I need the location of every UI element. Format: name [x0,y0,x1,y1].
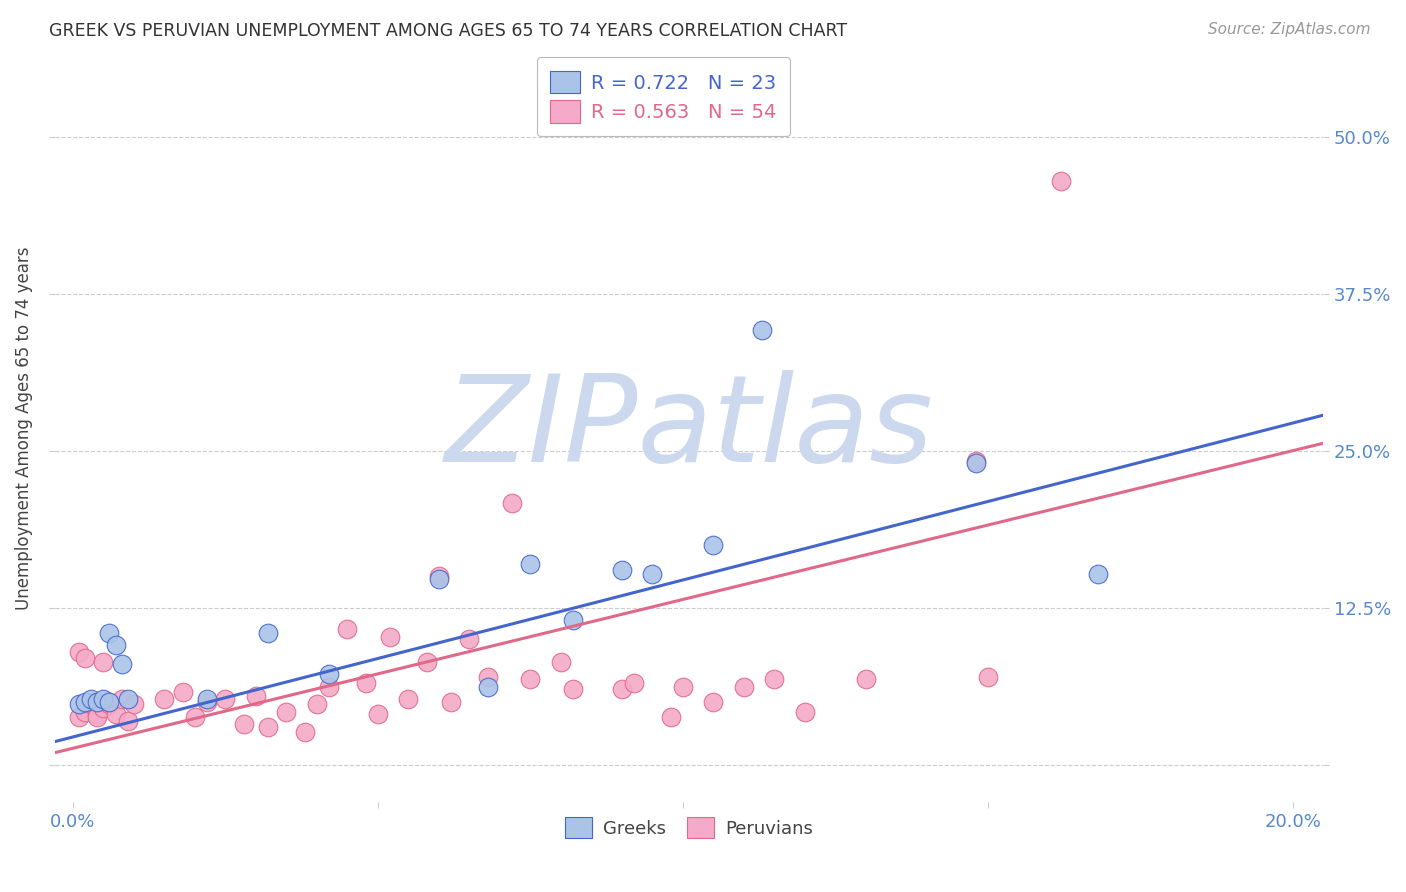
Point [318,667,340,681]
Point [519,672,541,686]
Point [153,692,176,706]
Point [104,638,127,652]
Point [1050,174,1073,188]
Point [305,698,328,712]
Point [195,695,218,709]
Point [80,695,103,709]
Point [184,710,207,724]
Point [702,538,724,552]
Point [73,705,96,719]
Point [659,710,682,724]
Y-axis label: Unemployment Among Ages 65 to 74 years: Unemployment Among Ages 65 to 74 years [15,247,32,610]
Point [965,454,987,468]
Point [855,672,877,686]
Point [86,710,108,724]
Text: GREEK VS PERUVIAN UNEMPLOYMENT AMONG AGES 65 TO 74 YEARS CORRELATION CHART: GREEK VS PERUVIAN UNEMPLOYMENT AMONG AGE… [49,22,848,40]
Point [610,563,633,577]
Point [195,692,218,706]
Point [257,625,280,640]
Point [91,701,114,715]
Point [440,695,463,709]
Point [793,705,815,719]
Point [294,725,316,739]
Point [562,682,585,697]
Point [98,695,121,709]
Point [86,707,108,722]
Text: Source: ZipAtlas.com: Source: ZipAtlas.com [1208,22,1371,37]
Point [214,692,236,706]
Point [702,695,724,709]
Point [1087,566,1109,581]
Point [562,613,585,627]
Point [117,692,139,706]
Point [336,622,359,636]
Point [111,692,134,706]
Point [378,630,401,644]
Point [73,651,96,665]
Point [80,692,103,706]
Point [458,632,481,646]
Point [232,717,254,731]
Point [104,707,127,722]
Point [977,670,1000,684]
Point [117,714,139,728]
Point [67,710,90,724]
Point [610,682,633,697]
Point [98,625,121,640]
Point [67,644,90,658]
Point [91,655,114,669]
Point [73,695,96,709]
Point [98,698,121,712]
Point [751,323,773,337]
Point [641,566,664,581]
Legend: Greeks, Peruvians: Greeks, Peruvians [557,810,820,846]
Point [415,655,437,669]
Point [623,676,645,690]
Point [367,707,389,722]
Point [98,695,121,709]
Point [245,689,267,703]
Point [427,572,450,586]
Point [763,672,786,686]
Point [318,680,340,694]
Point [477,670,499,684]
Point [91,692,114,706]
Point [122,698,145,712]
Text: ZIPatlas: ZIPatlas [444,370,934,487]
Point [257,720,280,734]
Point [80,698,103,712]
Point [733,680,755,694]
Point [550,655,572,669]
Point [172,685,194,699]
Point [477,680,499,694]
Point [396,692,419,706]
Point [519,557,541,571]
Point [672,680,695,694]
Point [67,698,90,712]
Point [501,496,523,510]
Point [276,705,298,719]
Point [965,456,987,470]
Point [354,676,377,690]
Point [427,569,450,583]
Point [111,657,134,672]
Point [86,695,108,709]
